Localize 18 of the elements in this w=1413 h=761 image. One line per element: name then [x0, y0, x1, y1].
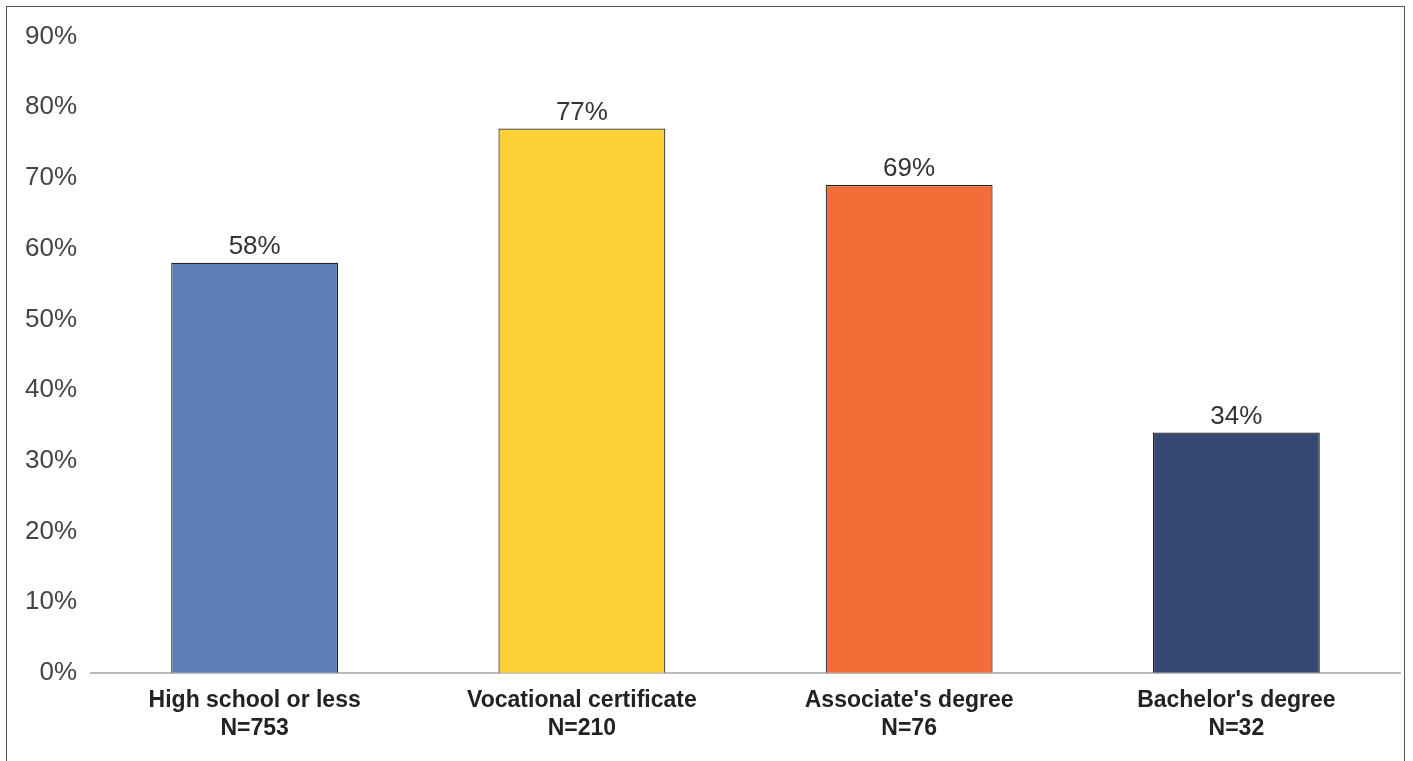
data-label: 69%: [883, 152, 936, 183]
y-tick-label: 20%: [24, 514, 78, 545]
x-tick-label: High school or less N=753: [148, 685, 361, 740]
x-tick-label: Vocational certificate N=210: [467, 685, 697, 740]
y-tick-label: 70%: [24, 161, 78, 192]
y-tick-label: 40%: [24, 373, 78, 404]
data-label: 34%: [1210, 399, 1263, 430]
y-tick-label: 50%: [24, 302, 78, 333]
y-tick-label: 60%: [24, 231, 78, 262]
x-tick-label: Associate's degree N=76: [804, 685, 1014, 740]
y-tick-label: 90%: [24, 19, 78, 50]
y-tick-label: 30%: [24, 443, 78, 474]
y-tick-label: 80%: [24, 90, 78, 121]
y-tick-label: 0%: [39, 655, 78, 686]
y-tick-label: 10%: [24, 585, 78, 616]
data-label: 77%: [555, 95, 608, 126]
x-tick-label: Bachelor's degree N=32: [1137, 685, 1336, 740]
data-label: 58%: [228, 229, 281, 260]
